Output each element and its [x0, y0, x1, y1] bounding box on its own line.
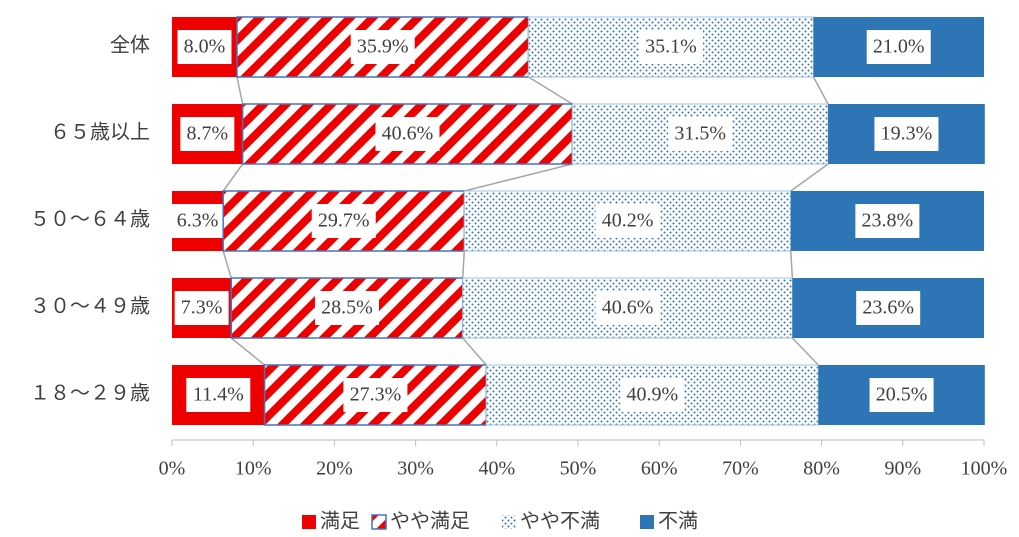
data-label-box — [869, 378, 934, 412]
data-label: 35.9% — [357, 36, 409, 58]
data-label-box — [343, 378, 408, 412]
data-label: 8.0% — [184, 36, 226, 58]
x-tick-label: 10% — [235, 458, 272, 480]
data-label-box — [874, 117, 939, 151]
series-line — [222, 163, 244, 192]
legend-label: 満足 — [320, 510, 360, 533]
data-label-box — [311, 204, 376, 238]
data-label: 29.7% — [318, 210, 370, 232]
series-line — [789, 250, 794, 279]
data-label-box — [620, 378, 685, 412]
data-label-box — [866, 30, 931, 64]
data-label-box — [668, 117, 733, 151]
x-tick-label: 90% — [884, 458, 921, 480]
data-label-box — [186, 378, 251, 412]
series-line — [791, 337, 819, 366]
data-label-box — [350, 30, 415, 64]
data-label: 7.3% — [181, 297, 223, 319]
data-label-box — [170, 204, 225, 238]
data-label: 19.3% — [881, 123, 933, 145]
data-label: 8.7% — [186, 123, 228, 145]
x-tick-label: 60% — [641, 458, 678, 480]
data-label-box — [638, 30, 703, 64]
legend-label: やや不満 — [520, 510, 600, 533]
data-label-box — [180, 117, 235, 151]
data-label: 31.5% — [674, 123, 726, 145]
legend-swatch — [502, 515, 516, 529]
x-tick-label: 100% — [961, 458, 1008, 480]
data-label: 20.5% — [876, 384, 928, 406]
data-label-box — [314, 291, 379, 325]
data-label-box — [595, 291, 660, 325]
data-label: 23.8% — [862, 210, 914, 232]
legend-swatch — [371, 514, 387, 530]
data-label: 40.6% — [382, 123, 434, 145]
x-tick-label: 30% — [397, 458, 434, 480]
legend-label: やや満足 — [390, 510, 470, 533]
data-label-box — [855, 204, 920, 238]
y-tick-label: 全体 — [110, 34, 150, 57]
data-label: 28.5% — [321, 297, 373, 319]
data-label-box — [375, 117, 440, 151]
data-label: 40.2% — [602, 210, 654, 232]
series-line — [790, 163, 829, 192]
series-line — [462, 337, 487, 366]
series-line — [464, 163, 573, 192]
series-line — [236, 76, 244, 105]
y-tick-label: ３０～４９歳 — [30, 295, 150, 318]
series-line — [812, 76, 829, 105]
x-tick-label: 50% — [560, 458, 597, 480]
series-line — [528, 76, 573, 105]
data-label-box — [177, 30, 232, 64]
legend-label: 不満 — [658, 510, 698, 533]
y-tick-label: ６５歳以上 — [50, 121, 150, 144]
x-tick-label: 20% — [316, 458, 353, 480]
legend-swatch — [302, 515, 316, 529]
data-label: 35.1% — [645, 36, 697, 58]
data-label-box — [174, 291, 229, 325]
series-line — [222, 250, 232, 279]
x-tick-label: 40% — [478, 458, 515, 480]
series-line — [230, 337, 266, 366]
data-label: 40.9% — [626, 384, 678, 406]
series-line — [461, 250, 466, 279]
data-label: 23.6% — [862, 297, 914, 319]
data-label-box — [595, 204, 660, 238]
y-tick-label: ５０～６４歳 — [30, 208, 150, 231]
data-label: 21.0% — [873, 36, 925, 58]
data-label: 40.6% — [602, 297, 654, 319]
x-tick-label: 80% — [803, 458, 840, 480]
x-tick-label: 70% — [722, 458, 759, 480]
legend-swatch — [640, 515, 654, 529]
y-tick-label: １８～２９歳 — [30, 382, 150, 405]
data-label: 6.3% — [177, 210, 219, 232]
data-label: 27.3% — [350, 384, 402, 406]
data-label-box — [856, 291, 921, 325]
data-label: 11.4% — [193, 384, 244, 406]
x-tick-label: 0% — [159, 458, 186, 480]
